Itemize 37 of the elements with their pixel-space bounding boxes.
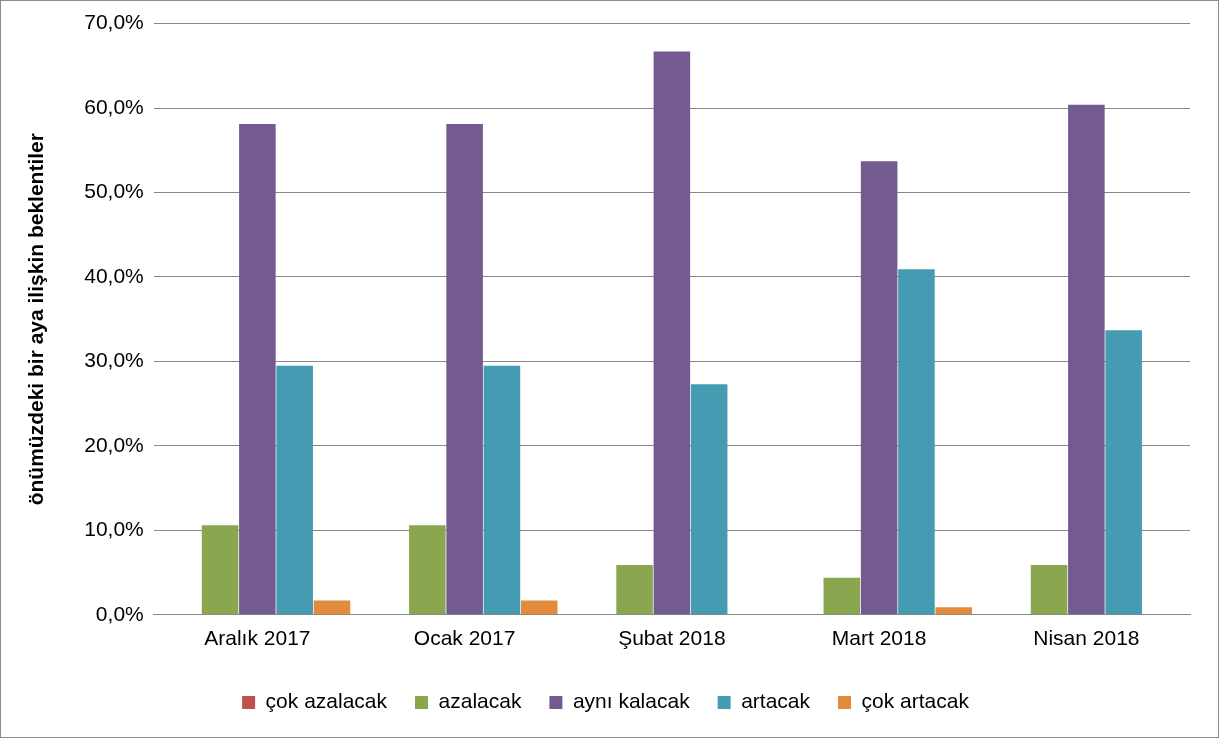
x-tick-label: Ocak 2017 <box>413 626 516 650</box>
bar <box>446 124 483 615</box>
bar <box>1105 330 1142 615</box>
bar <box>276 365 313 615</box>
bar <box>520 600 558 615</box>
bar <box>313 600 351 615</box>
y-tick-label: 50,0% <box>84 179 144 203</box>
y-tick-label: 70,0% <box>84 10 144 34</box>
bar <box>823 577 861 615</box>
y-tick-label: 40,0% <box>84 263 144 287</box>
legend-label: azalacak <box>438 689 522 713</box>
x-tick-label: Mart 2018 <box>831 626 927 650</box>
y-tick-label: 20,0% <box>84 432 144 456</box>
bar <box>409 525 446 615</box>
y-tick-label: 10,0% <box>84 517 144 541</box>
bar <box>483 365 521 615</box>
bar <box>239 124 276 615</box>
x-tick-label: Şubat 2018 <box>618 626 726 650</box>
y-tick-label: 60,0% <box>84 94 144 118</box>
bar <box>1068 104 1105 615</box>
bar <box>690 384 728 615</box>
bar <box>201 525 239 615</box>
bar <box>898 269 935 615</box>
y-axis-title: önümüzdeki bir aya ilişkin beklentiler <box>24 133 48 506</box>
bar <box>1030 564 1068 615</box>
legend-label: çok azalacak <box>265 689 388 713</box>
x-tick-label: Aralık 2017 <box>204 626 311 650</box>
legend-label: aynı kalacak <box>572 689 691 713</box>
y-tick-label: 30,0% <box>84 348 144 372</box>
x-tick-label: Nisan 2018 <box>1033 626 1140 650</box>
legend-label: çok artacak <box>861 689 970 713</box>
bar <box>653 51 691 615</box>
y-tick-label: 0,0% <box>95 601 144 625</box>
legend-label: artacak <box>741 689 811 713</box>
bar <box>616 564 653 615</box>
bar <box>935 607 973 615</box>
bar <box>860 161 898 615</box>
